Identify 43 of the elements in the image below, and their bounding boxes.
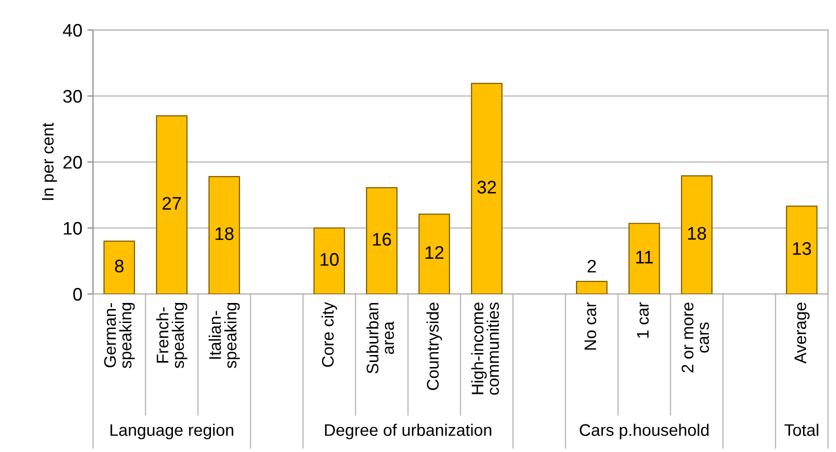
- x-tick-label: French- speaking: [156, 302, 188, 368]
- x-tick-label: 1 car: [637, 302, 649, 338]
- data-label: 11: [636, 250, 653, 264]
- data-label: 18: [216, 227, 234, 240]
- text: Degree of urbanization: [325, 424, 492, 440]
- data-label: 2: [588, 260, 596, 272]
- bar: [103, 240, 136, 294]
- y-tick-label: 0: [73, 288, 82, 301]
- bar: [680, 175, 713, 294]
- y-tick-label: 20: [63, 156, 82, 169]
- text: Language region: [110, 424, 234, 440]
- bar: [418, 214, 450, 294]
- data-label: 12: [426, 246, 444, 259]
- bar: [313, 227, 346, 294]
- x-tick-label: No car: [584, 302, 596, 350]
- y-tick-label: 10: [64, 222, 82, 235]
- text: Total: [784, 424, 818, 436]
- x-tick-label: Core city: [321, 302, 338, 367]
- x-tick-label: High-income communities: [471, 302, 499, 395]
- data-label: 16: [373, 232, 391, 246]
- x-tick-label: Italian- speaking: [208, 302, 240, 368]
- x-tick-label: 2 or more cars: [682, 302, 709, 372]
- data-label: 8: [115, 260, 124, 272]
- data-label: 18: [688, 226, 706, 240]
- x-tick-label: Countryside: [426, 302, 442, 390]
- y-tick-label: 40: [62, 24, 82, 37]
- bar: [208, 176, 240, 294]
- data-label: 27: [162, 196, 181, 210]
- bar: [576, 280, 608, 294]
- data-label: 10: [320, 253, 339, 266]
- text: Cars p.household: [580, 424, 708, 440]
- data-label: 32: [477, 180, 496, 194]
- x-tick-label: Average: [794, 302, 810, 364]
- y-tick-label: 30: [63, 90, 82, 103]
- x-tick-label: Suburban area: [366, 302, 394, 374]
- bar: [156, 115, 188, 294]
- bar: [786, 206, 818, 294]
- bar: [366, 187, 398, 294]
- bar: [470, 82, 503, 294]
- y-axis-title: In per cent: [42, 122, 57, 200]
- x-tick-label: German- speaking: [104, 302, 135, 368]
- bar: [628, 222, 660, 294]
- data-label: 13: [793, 242, 811, 255]
